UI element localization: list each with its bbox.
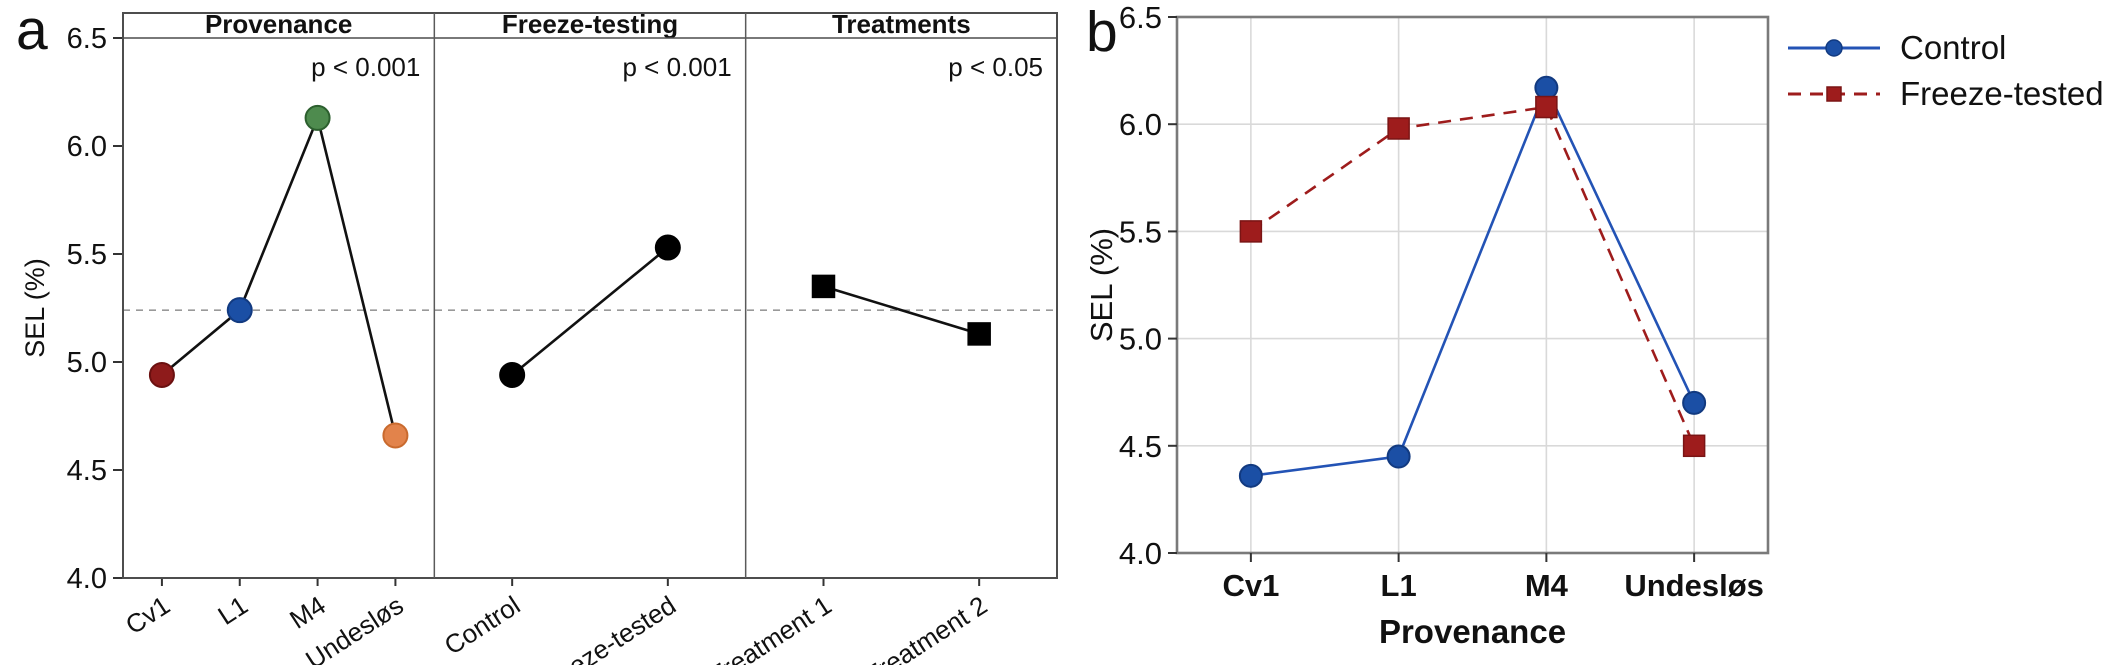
y-axis-title: SEL (%)	[1084, 228, 1119, 342]
y-tick-label: 5.0	[67, 347, 107, 379]
data-point-marker	[654, 234, 681, 261]
x-tick-label: M4	[284, 590, 331, 635]
series-line	[1250, 84, 1696, 478]
x-axis-title: Provenance	[1379, 613, 1566, 650]
control-line-swatch	[1788, 39, 1880, 57]
legend-swatch-marker	[1826, 86, 1842, 102]
y-tick-label: 5.0	[1119, 322, 1162, 357]
facet-series-line	[511, 246, 669, 376]
y-tick-label: 4.0	[1119, 536, 1162, 571]
data-point-marker	[1239, 220, 1263, 243]
facet-panel-border	[122, 12, 1058, 579]
data-point-marker	[1386, 444, 1411, 469]
panel-a-letter: a	[16, 0, 48, 62]
freeze-tested-line-swatch	[1788, 86, 1880, 102]
plot-border	[1175, 15, 1770, 555]
p-value-label: p < 0.001	[311, 52, 420, 82]
x-tick-label: Freeze-tested	[530, 590, 681, 665]
facet-series-line	[161, 113, 397, 436]
data-point-marker	[1682, 434, 1706, 458]
legend-label-control: Control	[1900, 29, 2007, 66]
y-tick-label: 6.5	[1119, 0, 1162, 35]
y-tick-label: 4.5	[1119, 429, 1162, 464]
x-tick-label: L1	[1381, 568, 1417, 603]
legend-item-freeze-tested: Freeze-tested	[1788, 72, 2104, 116]
legend-swatch-marker	[1825, 39, 1843, 57]
y-tick-label: 4.0	[67, 563, 107, 595]
legend-label-freeze-tested: Freeze-tested	[1900, 75, 2104, 112]
data-point-marker	[382, 422, 409, 449]
x-tick-label: Undesløs	[1624, 568, 1764, 603]
data-point-marker	[1535, 95, 1558, 119]
x-tick-label: Treatment 2	[859, 590, 992, 665]
x-tick-label: Cv1	[1222, 568, 1279, 603]
data-point-marker	[304, 104, 331, 131]
data-point-marker	[148, 361, 175, 388]
data-point-marker	[1238, 463, 1263, 488]
facet-series-line	[823, 285, 980, 336]
x-tick-label: Control	[439, 590, 526, 661]
data-point-marker	[1534, 75, 1559, 100]
y-tick-label: 5.5	[67, 239, 107, 271]
y-tick-label: 6.0	[67, 131, 107, 163]
y-tick-label: 6.0	[1119, 107, 1162, 142]
x-tick-label: Treatment 1	[704, 590, 837, 665]
legend-item-control: Control	[1788, 26, 2104, 70]
data-point-marker	[499, 361, 526, 388]
legend: Control Freeze-tested	[1788, 26, 2104, 116]
y-tick-label: 5.5	[1119, 214, 1162, 249]
data-point-marker	[226, 297, 253, 324]
data-point-marker	[967, 322, 991, 346]
panel-b-letter: b	[1086, 0, 1118, 64]
x-tick-label: M4	[1525, 568, 1569, 603]
data-point-marker	[1387, 117, 1410, 140]
y-axis-title: SEL (%)	[20, 258, 50, 358]
p-value-label: p < 0.001	[623, 52, 732, 82]
x-tick-label: L1	[212, 590, 253, 631]
x-tick-label: Cv1	[120, 590, 175, 640]
data-point-marker	[1682, 390, 1707, 415]
data-point-marker	[811, 274, 836, 299]
y-tick-label: 6.5	[67, 23, 107, 55]
series-line	[1250, 105, 1696, 447]
y-tick-label: 4.5	[67, 455, 107, 487]
p-value-label: p < 0.05	[948, 52, 1043, 82]
